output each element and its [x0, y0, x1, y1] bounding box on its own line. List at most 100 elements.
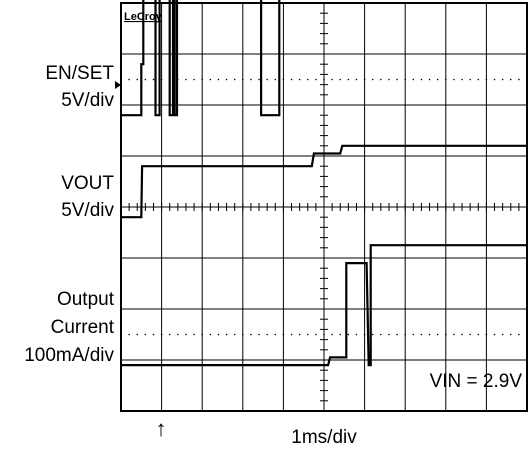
- grid-dot: [461, 78, 463, 81]
- grid-dot: [323, 333, 325, 336]
- grid-dot: [453, 78, 455, 81]
- grid-dot: [242, 78, 244, 81]
- grid-dot: [518, 78, 520, 81]
- grid-dot: [266, 78, 268, 81]
- vin-annotation: VIN = 2.9V: [430, 371, 523, 392]
- grid-dot: [258, 333, 260, 336]
- grid-dot: [380, 78, 382, 81]
- trigger-marker: ↑: [156, 416, 167, 441]
- trace-en-set: [121, 0, 281, 117]
- grid-dot: [509, 333, 512, 336]
- grid-dot: [225, 333, 228, 336]
- grid-dot: [396, 78, 398, 81]
- grid-dot: [347, 78, 350, 81]
- grid-dot: [331, 78, 333, 81]
- grid-dot: [453, 333, 455, 336]
- grid-dot: [323, 78, 325, 81]
- grid-dot: [298, 333, 301, 336]
- grid-dot: [404, 333, 407, 336]
- grid-dot: [298, 78, 301, 81]
- grid-dot: [144, 78, 147, 81]
- grid-dot: [420, 333, 423, 336]
- grid-dot: [185, 333, 187, 336]
- grid-dot: [412, 78, 415, 81]
- grid-dot: [144, 333, 147, 336]
- grid-dot: [371, 78, 374, 81]
- grid-dot: [493, 333, 496, 336]
- grid-dot: [217, 78, 220, 81]
- grid-dot: [290, 78, 293, 81]
- grid-dot: [436, 78, 439, 81]
- grid-dot: [250, 78, 252, 81]
- grid-dot: [428, 333, 431, 336]
- grid-dot: [469, 78, 471, 81]
- grid-dot: [152, 333, 155, 336]
- grid-dot: [120, 333, 122, 336]
- grid-dot: [177, 333, 179, 336]
- grid-dot: [193, 78, 195, 81]
- grid-dot: [493, 78, 496, 81]
- grid-dot: [315, 78, 317, 81]
- grid-dot: [274, 78, 277, 81]
- grid-dot: [185, 78, 187, 81]
- grid-dot: [274, 333, 277, 336]
- grid-dot: [355, 333, 358, 336]
- brand-logo: LeCroy: [124, 11, 163, 23]
- traces: [121, 0, 527, 367]
- grid-dot: [217, 333, 220, 336]
- channel3-scale: 100mA/div: [24, 345, 114, 366]
- grid-dot: [242, 333, 244, 336]
- channel2-name: VOUT: [61, 173, 114, 194]
- grid-dot: [225, 78, 228, 81]
- channel1-name: EN/SET: [45, 63, 114, 84]
- grid-dot: [282, 78, 285, 81]
- grid-dot: [339, 78, 342, 81]
- grid-dot: [445, 333, 447, 336]
- grid-dot: [469, 333, 471, 336]
- grid-dot: [404, 78, 407, 81]
- grid-dot: [209, 333, 212, 336]
- grid-dot: [445, 78, 447, 81]
- channel3-name: Output: [57, 289, 115, 310]
- grid-dot: [461, 333, 463, 336]
- grid-dot: [347, 333, 350, 336]
- grid-dot: [315, 333, 317, 336]
- grid-dot: [388, 78, 390, 81]
- grid-dot: [518, 333, 520, 336]
- timebase-label: 1ms/div: [291, 427, 357, 448]
- grid-dot: [339, 333, 342, 336]
- grid-dot: [477, 333, 480, 336]
- grid-dot: [201, 78, 203, 81]
- channel2-scale: 5V/div: [61, 200, 114, 221]
- grid-dot: [201, 333, 203, 336]
- grid: [120, 2, 527, 411]
- grid-dot: [306, 78, 309, 81]
- grid-dot: [380, 333, 382, 336]
- grid-dot: [388, 333, 390, 336]
- grid-dot: [485, 78, 488, 81]
- grid-dot: [136, 333, 139, 336]
- grid-dot: [485, 333, 488, 336]
- trace-output-current: [121, 244, 527, 367]
- grid-dot: [290, 333, 293, 336]
- grid-dot: [152, 78, 155, 81]
- grid-dot: [306, 333, 309, 336]
- grid-dot: [420, 78, 423, 81]
- grid-dot: [258, 78, 260, 81]
- grid-dot: [363, 78, 366, 81]
- grid-dot: [136, 78, 139, 81]
- grid-dot: [331, 333, 333, 336]
- grid-dot: [193, 333, 195, 336]
- grid-dot: [128, 78, 130, 81]
- grid-dot: [128, 333, 130, 336]
- grid-dot: [266, 333, 268, 336]
- channel1-ground-marker: [115, 81, 121, 89]
- grid-dot: [396, 333, 398, 336]
- trace-vout: [121, 144, 527, 219]
- grid-dot: [233, 78, 236, 81]
- grid-dot: [250, 333, 252, 336]
- grid-dot: [509, 78, 512, 81]
- channel1-scale: 5V/div: [61, 90, 114, 111]
- grid-dot: [282, 333, 285, 336]
